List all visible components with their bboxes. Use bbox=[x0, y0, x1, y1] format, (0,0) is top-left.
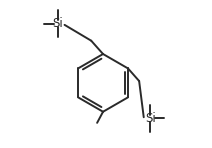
Text: Si: Si bbox=[145, 112, 156, 125]
Text: Si: Si bbox=[53, 17, 63, 30]
